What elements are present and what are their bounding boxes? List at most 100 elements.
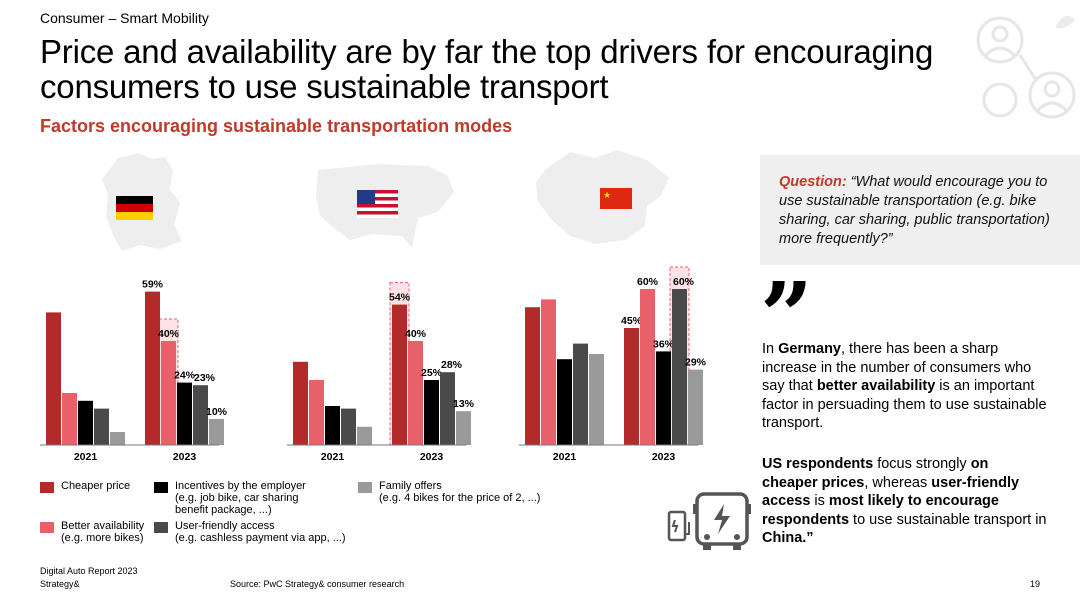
legend: Cheaper price Better availability (e.g. …: [40, 480, 360, 550]
question-label: Question:: [779, 174, 847, 190]
insight-text: , whereas: [864, 474, 932, 491]
bar-chart-china: 2021 45% 60% 36% 60% 29% 2023: [519, 266, 707, 463]
x-tick-label: 2021: [553, 451, 577, 463]
bar: [325, 406, 340, 445]
legend-label-detail: benefit package, ...): [175, 504, 272, 516]
question-text: “What would encourage you to use sustain…: [779, 174, 1050, 247]
x-tick-label: 2021: [321, 451, 345, 463]
bar: [161, 341, 176, 445]
bar: [640, 289, 655, 445]
bar: [392, 304, 407, 445]
section-label: Consumer – Smart Mobility: [40, 10, 209, 26]
footer-brand: Strategy&: [40, 579, 80, 589]
data-label: 29%: [685, 357, 707, 369]
survey-question: Question: “What would encourage you to u…: [779, 173, 1069, 249]
question-box: [760, 155, 1080, 265]
insight-emphasis: China.”: [762, 530, 814, 546]
bar: [145, 291, 160, 445]
insight-text: is an important factor in persuading the…: [762, 378, 1047, 431]
germany-flag-map-icon: [102, 153, 182, 251]
legend-label: Incentives by the employer: [175, 480, 306, 492]
bar: [624, 328, 639, 445]
x-tick-label: 2023: [652, 451, 676, 463]
legend-label: Cheaper price: [61, 480, 131, 492]
insight-emphasis: most likely to encourage respondents: [762, 493, 999, 528]
data-label: 13%: [453, 398, 475, 410]
data-label: 40%: [405, 328, 427, 340]
data-label: 60%: [673, 276, 695, 288]
legend-swatch: [40, 482, 54, 493]
x-tick-label: 2021: [74, 451, 98, 463]
insight-emphasis: better availability: [816, 378, 936, 394]
legend-swatch: [358, 482, 372, 493]
electric-bus-charging-icon: [667, 492, 751, 550]
bar: [78, 400, 93, 445]
bar: [424, 380, 439, 445]
legend-label: Family offers: [379, 480, 442, 492]
legend-label-detail: (e.g. cashless payment via app, ...): [175, 532, 346, 544]
bar: [62, 393, 77, 445]
people-network-icon: [976, 15, 1076, 119]
bar: [656, 351, 671, 445]
data-label: 24%: [174, 370, 196, 382]
bar: [357, 426, 372, 445]
data-label: 25%: [421, 367, 443, 379]
data-label: 54%: [389, 292, 411, 304]
legend-label-detail: (e.g. 4 bikes for the price of 2, ...): [379, 492, 541, 504]
bar: [408, 341, 423, 445]
data-label: 28%: [441, 359, 463, 371]
legend-swatch: [154, 482, 168, 493]
insight-text: In: [762, 341, 779, 357]
page-title: Price and availability are by far the to…: [40, 33, 934, 105]
bar: [440, 372, 455, 445]
legend-label-detail: (e.g. more bikes): [61, 532, 144, 544]
data-label: 40%: [158, 328, 180, 340]
bar: [94, 408, 109, 445]
bar-chart-germany: 2021 59% 40% 24%23% 10% 2023: [40, 279, 228, 463]
legend-label-detail: (e.g. job bike, car sharing: [175, 492, 299, 504]
bar: [293, 361, 308, 445]
data-label: 45%: [621, 315, 643, 327]
insight-emphasis: user-friendly access: [762, 474, 1020, 510]
x-tick-label: 2023: [173, 451, 197, 463]
bar: [589, 354, 604, 445]
legend-swatch: [40, 522, 54, 533]
insight-emphasis: on cheaper prices: [762, 456, 989, 491]
bar: [341, 408, 356, 445]
x-tick-label: 2023: [420, 451, 444, 463]
footer-source: Source: PwC Strategy& consumer research: [230, 579, 405, 589]
insight-emphasis: Germany: [778, 341, 841, 357]
insight-emphasis: US respondents: [762, 456, 874, 472]
bar: [193, 385, 208, 445]
legend-label: User-friendly access: [175, 520, 275, 532]
data-label: 36%: [653, 338, 675, 350]
bar: [573, 343, 588, 445]
bar: [177, 382, 192, 445]
bar: [209, 419, 224, 445]
quote-mark-icon: ”: [760, 262, 813, 370]
charts-area: ★ 2021 59% 40% 24%23% 10% 2023 2021 54% 40% 25%28…: [40, 150, 707, 463]
footer-report: Digital Auto Report 2023: [40, 566, 138, 576]
data-label: 23%: [194, 372, 216, 384]
legend-label: Better availability: [61, 520, 145, 532]
insight-text: is: [810, 493, 829, 509]
bar: [541, 299, 556, 445]
data-label: 59%: [142, 279, 164, 291]
page-number: 19: [1030, 579, 1041, 589]
chart-subtitle: Factors encouraging sustainable transpor…: [40, 116, 513, 136]
usa-flag-map-icon: [316, 164, 454, 248]
insight-text: focus strongly: [873, 456, 971, 472]
insight-text: to use sustainable transport in: [849, 511, 1047, 528]
bar: [525, 307, 540, 445]
bar: [309, 380, 324, 445]
bar: [110, 432, 125, 445]
data-label: 10%: [206, 406, 228, 418]
insight-us-china: US respondents focus strongly on cheaper…: [762, 455, 1047, 548]
bar: [688, 369, 703, 445]
insight-germany: In Germany, there has been a sharp incre…: [762, 340, 1047, 433]
svg-text:★: ★: [603, 190, 611, 200]
bar: [456, 411, 471, 445]
china-flag-map-icon: ★: [536, 150, 669, 244]
legend-swatch: [154, 522, 168, 533]
insight-text: , there has been a sharp increase in the…: [762, 341, 1032, 394]
